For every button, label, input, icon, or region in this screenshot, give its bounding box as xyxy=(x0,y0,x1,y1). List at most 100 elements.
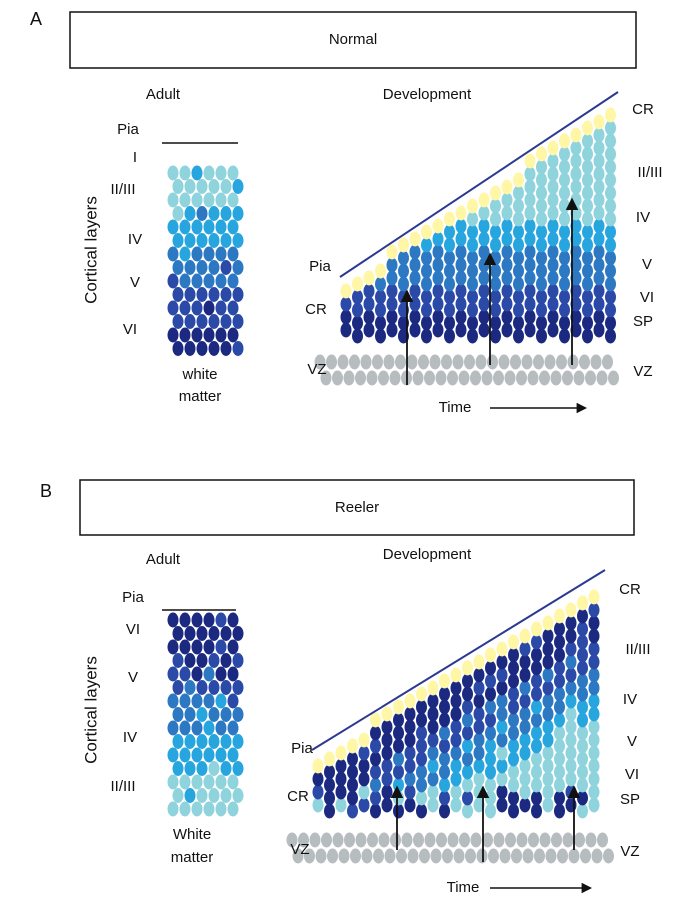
cell xyxy=(490,250,501,266)
cell xyxy=(172,680,184,695)
cell xyxy=(184,788,196,803)
cell xyxy=(298,832,309,848)
cell xyxy=(439,803,450,819)
left-label: Pia xyxy=(291,740,313,757)
panel-label: B xyxy=(40,481,52,501)
cell xyxy=(324,803,335,819)
cell xyxy=(444,224,455,240)
cell xyxy=(547,309,559,325)
cell xyxy=(547,179,559,195)
cell xyxy=(559,263,570,279)
cell xyxy=(608,370,619,386)
cell xyxy=(409,244,421,260)
cell xyxy=(597,832,608,848)
cell xyxy=(462,790,473,806)
cell xyxy=(519,693,531,709)
cell xyxy=(582,185,593,201)
cell xyxy=(179,639,191,655)
cell xyxy=(335,745,347,761)
cell xyxy=(462,803,473,819)
cell xyxy=(416,803,427,819)
cell xyxy=(577,751,588,767)
cell xyxy=(508,712,519,728)
cell xyxy=(570,309,582,325)
cell xyxy=(340,309,352,325)
cell xyxy=(519,628,531,644)
layer-label: IV xyxy=(128,231,142,248)
cell xyxy=(167,246,179,262)
cell xyxy=(559,289,570,305)
cell xyxy=(536,198,547,214)
cell xyxy=(536,172,547,188)
cell xyxy=(215,192,227,208)
cell xyxy=(570,244,582,260)
cell xyxy=(227,801,239,817)
cell xyxy=(167,612,179,628)
cell xyxy=(335,797,347,813)
cell xyxy=(588,719,600,735)
cell xyxy=(593,283,605,299)
cell xyxy=(476,848,488,864)
cell xyxy=(167,639,179,655)
cell xyxy=(398,237,409,253)
cell xyxy=(167,666,179,682)
cell xyxy=(467,315,478,331)
cell xyxy=(347,751,358,767)
cell xyxy=(496,758,508,774)
layer-label: V xyxy=(128,669,138,686)
cell xyxy=(208,179,220,194)
cell xyxy=(519,732,531,748)
cell xyxy=(605,289,616,305)
cell xyxy=(496,745,508,761)
cell xyxy=(167,219,179,235)
cell xyxy=(481,370,493,386)
cell xyxy=(588,706,600,722)
cell xyxy=(444,315,455,331)
cell xyxy=(208,287,220,302)
cell xyxy=(570,296,582,312)
cell xyxy=(172,233,184,248)
cell xyxy=(381,797,393,813)
right-label: VI xyxy=(625,766,639,783)
cell xyxy=(381,784,393,800)
cell xyxy=(232,626,244,641)
cell xyxy=(375,263,386,279)
cell xyxy=(196,761,208,776)
cell xyxy=(352,276,363,292)
cell xyxy=(496,719,508,735)
axis-label: Cortical layers xyxy=(81,656,100,764)
cell xyxy=(565,641,577,657)
cell xyxy=(432,257,444,273)
cell xyxy=(358,745,370,761)
cell xyxy=(531,686,542,702)
cell xyxy=(427,680,439,696)
pia-line xyxy=(339,91,619,278)
cell xyxy=(508,686,519,702)
cell xyxy=(473,745,485,761)
cell xyxy=(485,764,496,780)
cell xyxy=(321,832,332,848)
cell xyxy=(496,706,508,722)
cell xyxy=(513,289,524,305)
cell xyxy=(588,745,600,761)
cell xyxy=(375,276,386,292)
cell xyxy=(582,302,593,318)
cell xyxy=(547,140,559,156)
cell xyxy=(312,797,324,813)
cell xyxy=(551,832,562,848)
cell xyxy=(524,218,536,234)
cell xyxy=(522,848,534,864)
cell xyxy=(559,302,570,318)
cell xyxy=(478,257,490,273)
cell xyxy=(557,848,568,864)
cell xyxy=(215,747,227,763)
cell xyxy=(324,751,335,767)
cell xyxy=(184,341,196,356)
cell xyxy=(554,686,565,702)
cell xyxy=(167,327,179,343)
cell xyxy=(416,738,427,754)
cell xyxy=(547,166,559,182)
cell xyxy=(473,693,485,709)
cell xyxy=(416,712,427,728)
cell xyxy=(203,612,215,628)
